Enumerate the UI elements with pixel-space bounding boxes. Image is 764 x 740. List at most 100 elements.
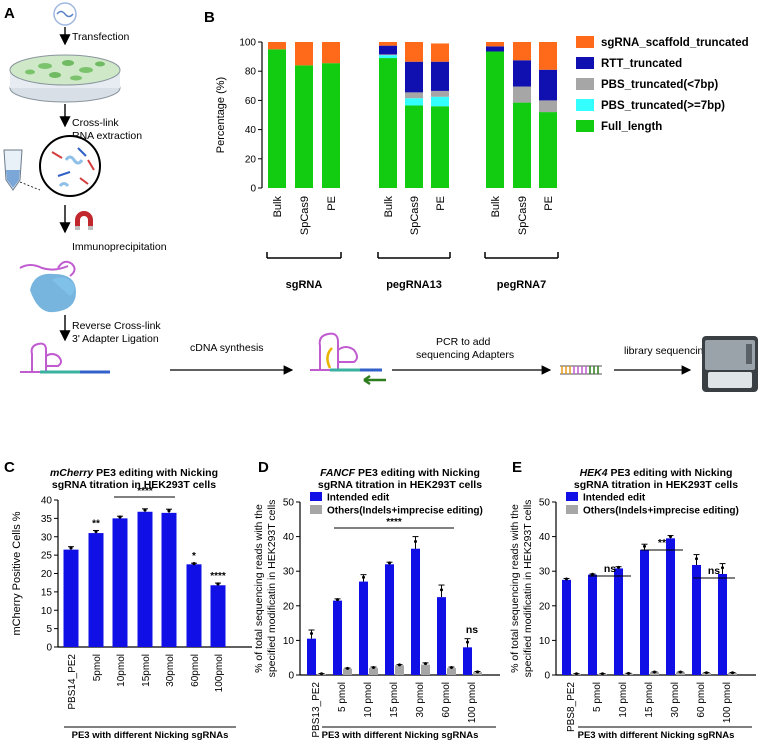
significance-label: ** bbox=[92, 519, 100, 530]
y-axis-title-line1: % of total sequencing reads with the bbox=[253, 504, 265, 673]
step-cdna-synthesis: cDNA synthesis bbox=[190, 342, 264, 354]
bar-intended bbox=[588, 574, 597, 675]
bar-segment bbox=[513, 60, 531, 87]
bar-segment bbox=[486, 51, 504, 188]
data-point bbox=[601, 672, 604, 676]
bar-segment bbox=[539, 112, 557, 188]
bar-others bbox=[473, 672, 482, 675]
data-point bbox=[346, 666, 349, 670]
group-label: pegRNA13 bbox=[386, 279, 442, 291]
bar-segment bbox=[379, 54, 397, 56]
x-tick-label: SpCas9 bbox=[409, 196, 421, 235]
step-immunoprecipitation: Immunoprecipitation bbox=[72, 241, 167, 253]
bar-intended bbox=[562, 579, 571, 675]
x-tick-label: Bulk bbox=[383, 196, 395, 218]
panel-b-letter: B bbox=[204, 9, 215, 26]
bar-others bbox=[421, 664, 430, 675]
y-tick-label: 0 bbox=[544, 671, 550, 682]
data-point bbox=[476, 670, 479, 674]
x-axis-title: PE3 with different Nicking sgRNAs bbox=[72, 730, 229, 740]
chart-b-stacked-bar: 0 20 40 60 80 100 Percentage (%) Bulk SpCas9 PE Bu… bbox=[215, 36, 749, 291]
chart-title-line2: sgRNA titration in HEK293T cells bbox=[52, 479, 216, 491]
data-point bbox=[565, 577, 568, 581]
y-tick-label: 40 bbox=[539, 532, 551, 543]
x-tick-label: PE bbox=[543, 196, 555, 211]
panel-e-letter: E bbox=[512, 459, 522, 476]
data-point bbox=[167, 509, 171, 513]
x-tick-label: 100 pmol bbox=[722, 682, 733, 723]
bar-segment bbox=[431, 90, 449, 97]
data-point bbox=[450, 665, 453, 669]
chart-title-line1: HEK4 PE3 editing with Nicking bbox=[580, 467, 733, 479]
y-tick-label: 100 bbox=[239, 38, 256, 49]
data-point bbox=[372, 665, 375, 669]
y-tick-label: 40 bbox=[245, 125, 257, 136]
bar-segment bbox=[322, 42, 340, 64]
bar-segment bbox=[431, 96, 449, 107]
bar-segment bbox=[405, 98, 423, 106]
rna-hairpin-icon bbox=[20, 342, 110, 374]
data-point bbox=[440, 588, 443, 592]
y-tick-label: 50 bbox=[283, 498, 295, 509]
data-point bbox=[731, 671, 734, 675]
data-point bbox=[424, 662, 427, 666]
group-label: pegRNA7 bbox=[497, 279, 547, 291]
bar bbox=[186, 564, 202, 647]
bar bbox=[137, 511, 153, 647]
chart-title-line1: FANCF PE3 editing with Nicking bbox=[320, 467, 480, 479]
data-point bbox=[388, 561, 391, 565]
bar bbox=[161, 512, 177, 647]
bar-segment bbox=[405, 105, 423, 188]
bar-segment bbox=[431, 61, 449, 91]
plasmid-icon bbox=[53, 2, 77, 26]
y-axis-title: mCherry Positive Cells % bbox=[11, 511, 23, 635]
data-point bbox=[653, 670, 656, 674]
protein-rna-complex-icon bbox=[19, 260, 76, 313]
legend-swatch bbox=[310, 492, 322, 501]
title-rest: PE3 editing with Nicking bbox=[608, 467, 733, 479]
x-tick-label: 30 pmol bbox=[670, 682, 681, 718]
y-tick-label: 20 bbox=[283, 601, 295, 612]
step-library-sequencing: library sequencing bbox=[624, 345, 709, 357]
bar-intended bbox=[666, 538, 675, 675]
legend-label: RTT_truncated bbox=[601, 58, 682, 70]
y-tick-label: 10 bbox=[539, 636, 551, 647]
x-tick-label: PE bbox=[326, 196, 338, 211]
rna-magnifier-icon bbox=[39, 135, 101, 197]
bar-segment bbox=[405, 42, 423, 62]
legend-label: Intended edit bbox=[583, 493, 646, 504]
panel-a-workflow: A Transfection Cross-link RNA extraction bbox=[3, 2, 758, 392]
data-point bbox=[721, 566, 724, 570]
bar-others bbox=[395, 665, 404, 675]
significance-label: ns bbox=[708, 565, 720, 577]
bar-segment bbox=[268, 49, 286, 188]
data-point bbox=[336, 598, 339, 602]
bar bbox=[112, 518, 128, 647]
panel-c-letter: C bbox=[4, 459, 15, 476]
legend-swatch bbox=[576, 120, 594, 132]
bar-segment bbox=[513, 42, 531, 61]
legend-swatch bbox=[576, 36, 594, 48]
bar-intended bbox=[463, 647, 472, 675]
dna-ladder-icon bbox=[560, 365, 602, 375]
panel-a-letter: A bbox=[4, 5, 15, 22]
bar-segment bbox=[539, 69, 557, 101]
x-tick-label: 15pmol bbox=[141, 654, 152, 687]
x-tick-label: PE bbox=[435, 196, 447, 211]
legend-swatch bbox=[576, 57, 594, 69]
bar-others bbox=[369, 668, 378, 675]
x-tick-label: 10 pmol bbox=[363, 682, 374, 718]
title-gene: mCherry bbox=[50, 467, 94, 479]
x-tick-label: 30pmol bbox=[165, 654, 176, 687]
bar bbox=[63, 549, 79, 647]
x-axis-title: PE3 with different Nicking sgRNAs bbox=[322, 730, 479, 740]
x-tick-label: Bulk bbox=[490, 196, 502, 218]
x-tick-label: 15 pmol bbox=[644, 682, 655, 718]
y-axis-title-line2: specified modificatin in HEK293T cells bbox=[522, 500, 534, 678]
x-tick-label: 15 pmol bbox=[389, 682, 400, 718]
x-tick-label: 30 pmol bbox=[415, 682, 426, 718]
data-point bbox=[414, 539, 417, 543]
y-tick-label: 10 bbox=[283, 636, 295, 647]
data-point bbox=[310, 631, 313, 635]
